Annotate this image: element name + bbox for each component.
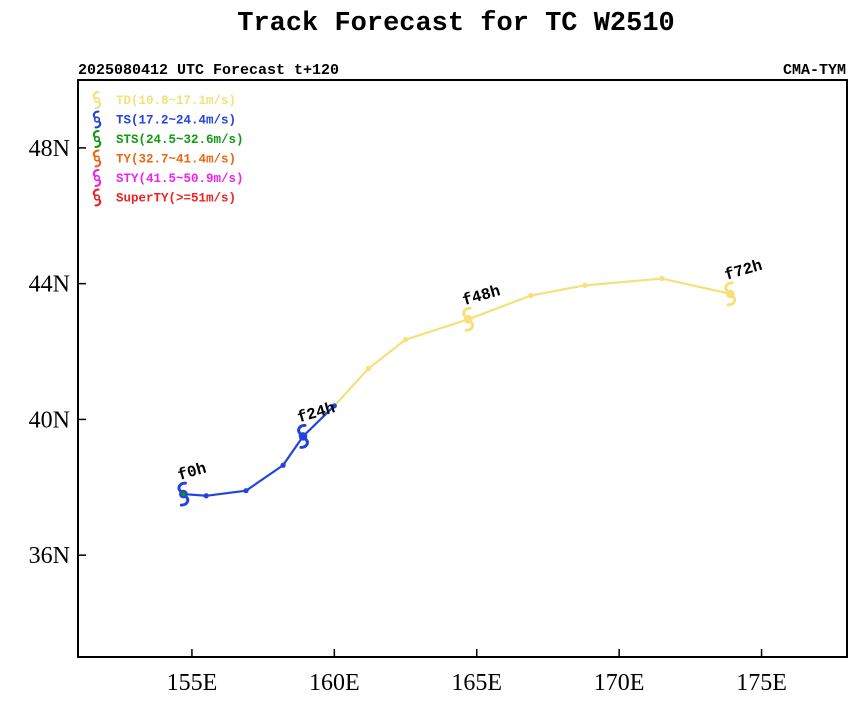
- track-points: [180, 275, 733, 499]
- cyclone-symbol-icon: [462, 306, 475, 332]
- cyclone-symbol-icon: [297, 423, 309, 449]
- track-segment: [301, 404, 336, 438]
- y-tick-label: 48N: [29, 136, 70, 162]
- legend-entry-label: SuperTY(>=51m/s): [116, 192, 236, 206]
- x-tick-label: 155E: [167, 670, 218, 696]
- intensity-legend: TD(10.8~17.1m/s) TS(17.2~24.4m/s) STS(24.5…: [92, 91, 244, 207]
- track-segment: [244, 464, 285, 492]
- track-point: [465, 316, 471, 322]
- cyclone-symbol-icon: [92, 91, 102, 109]
- forecast-marker-label: f0h: [176, 460, 209, 485]
- track-segment: [367, 338, 407, 370]
- legend-entry-label: TY(32.7~41.4m/s): [116, 153, 236, 167]
- legend-entry-label: STS(24.5~32.6m/s): [116, 133, 244, 147]
- y-tick-label: 36N: [29, 543, 70, 569]
- track-point: [280, 462, 286, 468]
- cyclone-symbol-icon: [92, 110, 102, 129]
- x-tick-label: 160E: [309, 670, 360, 696]
- cyclone-symbol-icon: [724, 281, 737, 307]
- x-tick-label: 165E: [451, 670, 502, 696]
- track-lines: [182, 277, 732, 497]
- subtitle-model: CMA-TYM: [783, 62, 846, 79]
- track-point: [727, 291, 733, 297]
- track-point: [243, 488, 249, 494]
- forecast-marker-label: f72h: [723, 257, 765, 285]
- track-point: [528, 292, 534, 299]
- track-point: [180, 491, 186, 497]
- track-point: [203, 493, 209, 499]
- legend-entry-label: TS(17.2~24.4m/s): [116, 114, 236, 128]
- cyclone-symbol-icon: [92, 130, 102, 148]
- track-segment: [333, 367, 370, 407]
- cyclone-symbol-icon: [92, 188, 102, 207]
- plot-frame: [77, 79, 848, 658]
- forecast-marker-label: f48h: [461, 282, 503, 310]
- cyclone-symbol-icon: [92, 149, 102, 168]
- axis-ticks: 155E 160E 165E 170E 175E 36N 40N 44N 48N: [29, 136, 787, 696]
- track-segment: [467, 294, 532, 321]
- cyclone-symbol-icon: [177, 481, 190, 507]
- track-point: [300, 433, 306, 439]
- track-point: [402, 337, 409, 343]
- track-point: [582, 282, 588, 288]
- track-segment: [583, 277, 663, 287]
- x-tick-label: 170E: [594, 670, 645, 696]
- track-point: [331, 403, 337, 409]
- x-tick-label: 175E: [736, 670, 787, 696]
- subtitle-forecast-time: 2025080412 UTC Forecast t+120: [78, 62, 339, 79]
- track-segment: [529, 284, 587, 297]
- track-point: [365, 365, 372, 372]
- y-tick-label: 44N: [29, 272, 70, 298]
- track-segment: [660, 277, 732, 295]
- track-segment: [281, 435, 305, 467]
- track-segment: [404, 318, 470, 341]
- cyclone-symbol-icon: [92, 169, 102, 187]
- chart-title: Track Forecast for TC W2510: [237, 9, 674, 39]
- legend-entry-label: STY(41.5~50.9m/s): [116, 172, 244, 186]
- y-tick-label: 40N: [29, 407, 70, 433]
- track-point: [659, 275, 665, 282]
- track-segment: [205, 489, 248, 497]
- legend-entry-label: TD(10.8~17.1m/s): [116, 94, 236, 108]
